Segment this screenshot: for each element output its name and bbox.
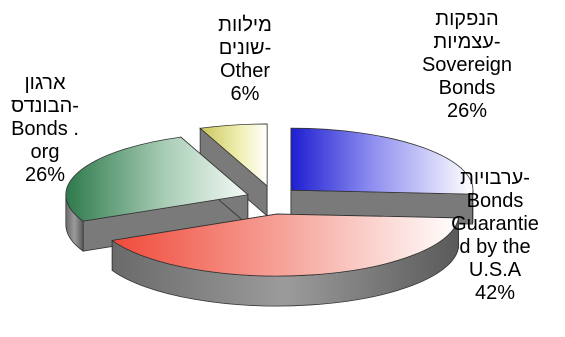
- label-bonds-guaranteed-usa: ערבויות- Bonds Guarantie d by the U.S.A 42%: [430, 167, 560, 305]
- slice-value-label: 6%: [230, 83, 260, 105]
- label-bonds-org: ארגון הבונדס- Bonds . org 26%: [0, 72, 90, 187]
- slice-label-line: ערבויות-: [460, 167, 530, 189]
- slice-value-label: 26%: [24, 164, 66, 186]
- slice-sovereign-bonds: [290, 127, 474, 225]
- slice-label-line: ארגון: [24, 72, 66, 94]
- slice-bonds-guaranteed-usa: [111, 213, 459, 307]
- slice-label-line: Guarantie: [451, 213, 539, 235]
- slice-value-label: 26%: [446, 100, 488, 122]
- slice-label-line: עצמיות-: [433, 31, 501, 53]
- slice-label-line: הנפקות: [435, 8, 499, 30]
- slice-other: [199, 123, 268, 217]
- slice-label-line: Bonds .: [11, 118, 79, 140]
- slice-label-line: d by the: [459, 236, 531, 258]
- label-sovereign-bonds: הנפקות עצמיות- Sovereign Bonds 26%: [392, 8, 542, 123]
- slice-label-line: הבונדס-: [11, 95, 79, 117]
- slice-label-line: org: [30, 141, 60, 163]
- label-other: מילוות שונים- Other 6%: [190, 14, 300, 106]
- slice-bonds-org: [65, 136, 249, 252]
- slice-label-line: Bonds: [438, 77, 496, 99]
- slice-label-line: מילוות: [218, 14, 272, 36]
- slice-label-line: Other: [219, 60, 271, 82]
- slice-label-line: Bonds: [466, 190, 524, 212]
- slice-label-line: שונים-: [218, 37, 272, 59]
- slice-label-line: Sovereign: [421, 54, 513, 76]
- slice-value-label: 42%: [474, 282, 516, 304]
- slice-label-line: U.S.A: [468, 259, 522, 281]
